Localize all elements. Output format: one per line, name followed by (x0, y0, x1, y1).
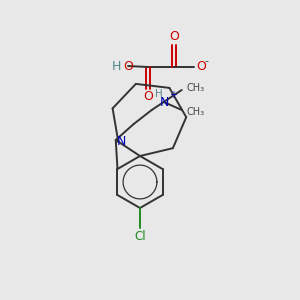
Text: N: N (160, 97, 170, 110)
Text: +: + (169, 90, 177, 100)
Text: CH₃: CH₃ (187, 83, 205, 93)
Text: O: O (143, 91, 153, 103)
Text: O: O (196, 61, 206, 74)
Text: -: - (204, 56, 208, 66)
Text: Cl: Cl (134, 230, 146, 242)
Text: O: O (169, 31, 179, 44)
Text: H: H (155, 89, 163, 99)
Text: O: O (123, 59, 133, 73)
Text: H: H (111, 59, 121, 73)
Text: N: N (117, 136, 126, 148)
Text: CH₃: CH₃ (187, 107, 205, 117)
